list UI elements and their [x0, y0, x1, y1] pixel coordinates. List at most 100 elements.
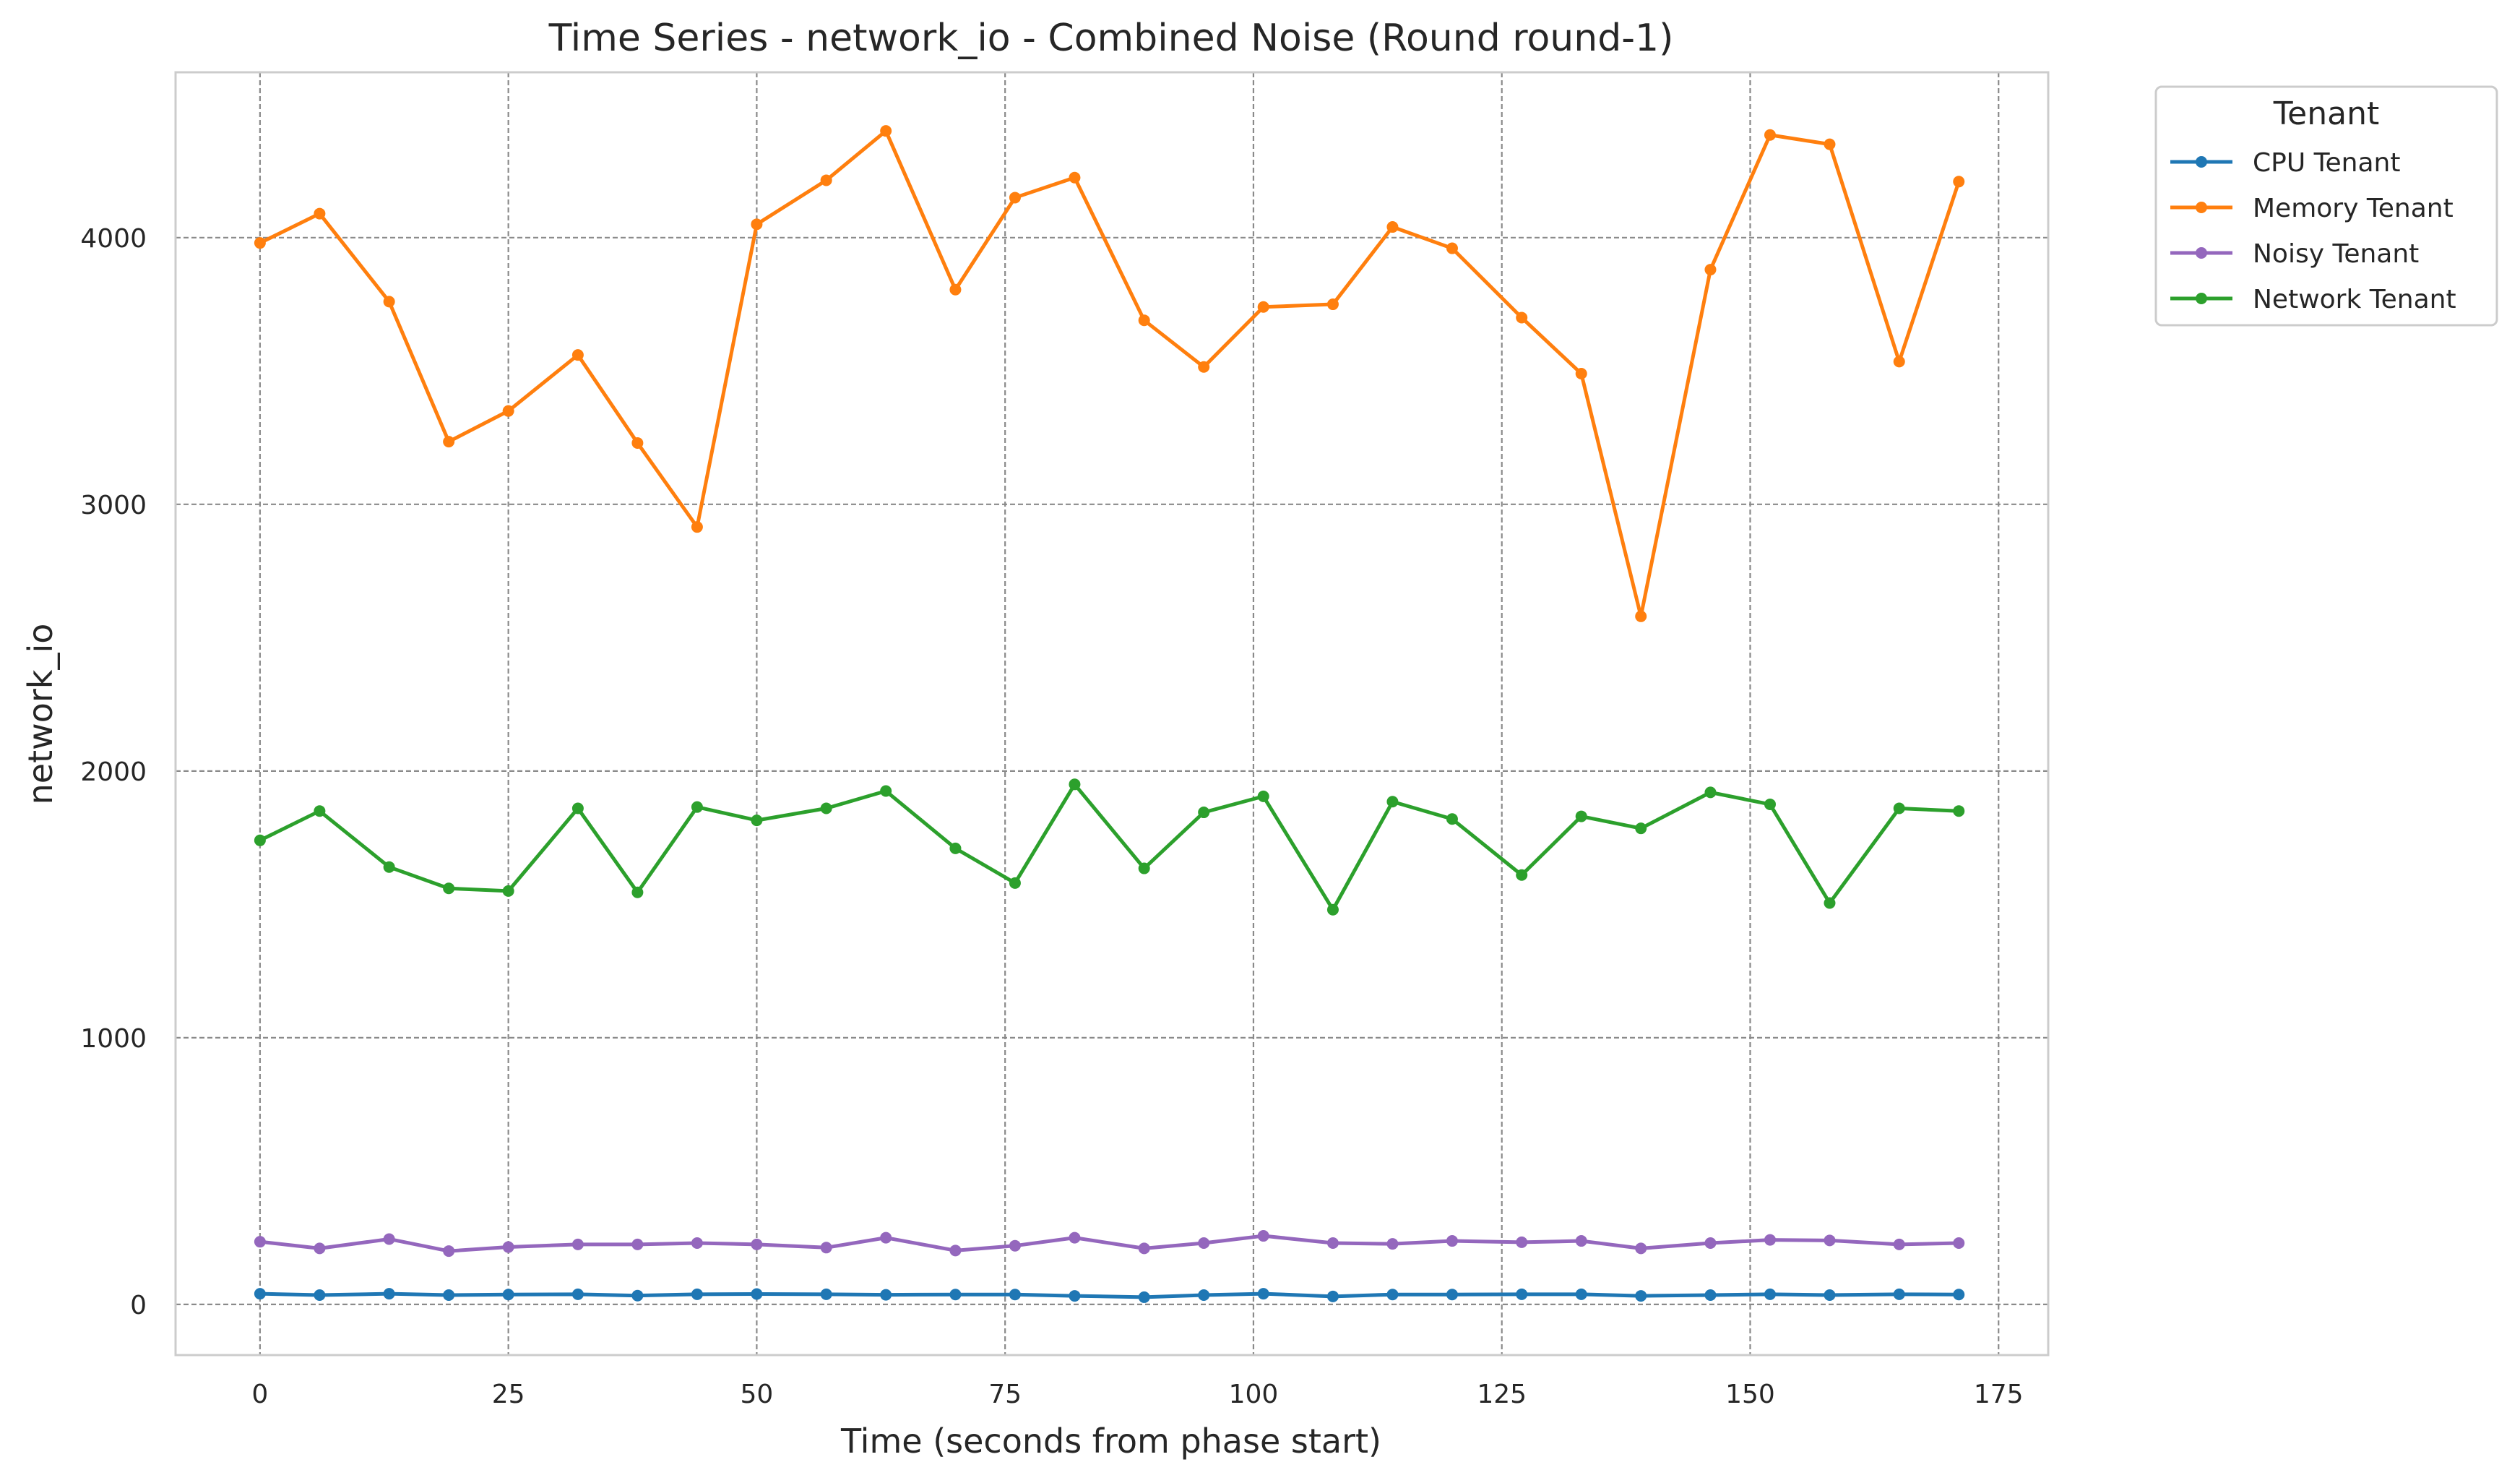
data-point-network-tenant: [1893, 802, 1905, 814]
data-point-network-tenant: [1953, 805, 1965, 817]
data-point-noisy-tenant: [1386, 1238, 1399, 1250]
chart-title: Time Series - network_io - Combined Nois…: [548, 17, 1674, 60]
data-point-memory-tenant: [1824, 138, 1836, 150]
data-point-cpu-tenant: [254, 1288, 266, 1300]
data-point-network-tenant: [254, 834, 266, 846]
data-point-memory-tenant: [1326, 298, 1339, 311]
legend-item-noisy-tenant: Noisy Tenant: [2170, 239, 2419, 269]
x-tick-label: 100: [1229, 1380, 1279, 1409]
data-point-memory-tenant: [383, 296, 395, 308]
gridlines: [176, 72, 2048, 1355]
series-line-memory-tenant: [258, 129, 1961, 619]
data-point-cpu-tenant: [1326, 1290, 1339, 1302]
data-point-memory-tenant: [1138, 314, 1150, 327]
data-point-network-tenant: [691, 801, 703, 813]
data-point-memory-tenant: [1446, 242, 1458, 254]
x-tick-label: 75: [988, 1380, 1022, 1409]
x-tick-label: 50: [741, 1380, 774, 1409]
data-point-network-tenant: [502, 885, 514, 897]
data-point-network-tenant: [751, 814, 763, 827]
x-tick-label: 150: [1725, 1380, 1775, 1409]
legend-swatch-marker: [2196, 247, 2207, 259]
data-point-network-tenant: [1635, 822, 1647, 835]
data-point-memory-tenant: [443, 436, 455, 448]
data-point-cpu-tenant: [1764, 1288, 1776, 1300]
data-point-memory-tenant: [820, 174, 832, 186]
data-point-memory-tenant: [1953, 176, 1965, 188]
data-point-noisy-tenant: [751, 1238, 763, 1250]
data-point-cpu-tenant: [949, 1289, 962, 1301]
series-line-noisy-tenant: [258, 1234, 1961, 1253]
data-point-memory-tenant: [571, 349, 584, 361]
data-point-cpu-tenant: [820, 1288, 832, 1300]
data-point-memory-tenant: [880, 125, 892, 137]
data-point-network-tenant: [1138, 862, 1150, 874]
data-point-memory-tenant: [631, 437, 644, 449]
data-point-noisy-tenant: [820, 1242, 832, 1254]
series-lines: [254, 125, 1965, 1303]
data-point-noisy-tenant: [1326, 1237, 1339, 1250]
data-point-noisy-tenant: [1575, 1235, 1587, 1247]
data-point-cpu-tenant: [1386, 1289, 1399, 1301]
data-point-memory-tenant: [949, 283, 962, 296]
data-point-cpu-tenant: [1575, 1288, 1587, 1300]
data-point-cpu-tenant: [502, 1289, 514, 1301]
legend-item-cpu-tenant: CPU Tenant: [2170, 148, 2400, 178]
data-point-cpu-tenant: [1635, 1290, 1647, 1302]
data-point-memory-tenant: [1198, 361, 1210, 373]
data-point-noisy-tenant: [880, 1231, 892, 1244]
y-tick-label: 2000: [80, 757, 147, 787]
tick-labels: 0 25 50 75 100 125 150 175 0 1000 2000 3000 4000: [80, 224, 2023, 1409]
data-point-cpu-tenant: [314, 1289, 326, 1301]
series-network-tenant: [254, 778, 1965, 916]
data-point-network-tenant: [1009, 877, 1021, 889]
data-point-network-tenant: [383, 861, 395, 873]
y-tick-label: 1000: [80, 1024, 147, 1054]
x-tick-label: 0: [251, 1380, 268, 1409]
data-point-memory-tenant: [1635, 610, 1647, 622]
data-point-cpu-tenant: [383, 1288, 395, 1300]
data-point-memory-tenant: [502, 405, 514, 417]
data-point-cpu-tenant: [1516, 1288, 1528, 1300]
data-point-noisy-tenant: [691, 1237, 703, 1250]
data-point-cpu-tenant: [751, 1288, 763, 1300]
data-point-cpu-tenant: [880, 1289, 892, 1301]
data-point-memory-tenant: [254, 237, 266, 249]
data-point-memory-tenant: [1257, 301, 1269, 313]
data-point-noisy-tenant: [571, 1238, 584, 1250]
y-tick-label: 0: [130, 1291, 147, 1320]
legend-box: [2154, 85, 2498, 327]
data-point-network-tenant: [443, 882, 455, 895]
data-point-network-tenant: [880, 785, 892, 797]
data-point-cpu-tenant: [571, 1288, 584, 1300]
data-point-cpu-tenant: [1893, 1288, 1905, 1300]
data-point-memory-tenant: [1575, 367, 1587, 379]
data-point-cpu-tenant: [1069, 1290, 1081, 1302]
y-tick-label: 4000: [80, 224, 147, 254]
x-tick-label: 25: [492, 1380, 525, 1409]
data-point-network-tenant: [1824, 897, 1836, 909]
data-point-memory-tenant: [751, 218, 763, 231]
legend-swatch-marker: [2196, 293, 2207, 304]
legend-title: Tenant: [2273, 95, 2379, 132]
data-point-network-tenant: [631, 886, 644, 898]
data-point-noisy-tenant: [1635, 1242, 1647, 1255]
data-point-cpu-tenant: [631, 1289, 644, 1302]
legend: Tenant CPU Tenant Memory Tenant Noisy Tena…: [2154, 85, 2498, 327]
legend-label: Noisy Tenant: [2253, 239, 2419, 269]
series-cpu-tenant: [254, 1288, 1965, 1303]
data-point-noisy-tenant: [1516, 1236, 1528, 1248]
data-point-memory-tenant: [1764, 129, 1776, 141]
data-point-network-tenant: [1386, 796, 1399, 808]
data-point-cpu-tenant: [1446, 1289, 1458, 1301]
data-point-cpu-tenant: [1257, 1288, 1269, 1300]
data-point-cpu-tenant: [1953, 1289, 1965, 1301]
legend-label: CPU Tenant: [2253, 148, 2400, 178]
data-point-network-tenant: [949, 842, 962, 854]
data-point-noisy-tenant: [443, 1245, 455, 1258]
y-axis-label: network_io: [21, 624, 60, 805]
data-point-noisy-tenant: [1257, 1230, 1269, 1242]
data-point-network-tenant: [1446, 813, 1458, 825]
data-point-network-tenant: [314, 805, 326, 817]
data-point-noisy-tenant: [314, 1242, 326, 1255]
